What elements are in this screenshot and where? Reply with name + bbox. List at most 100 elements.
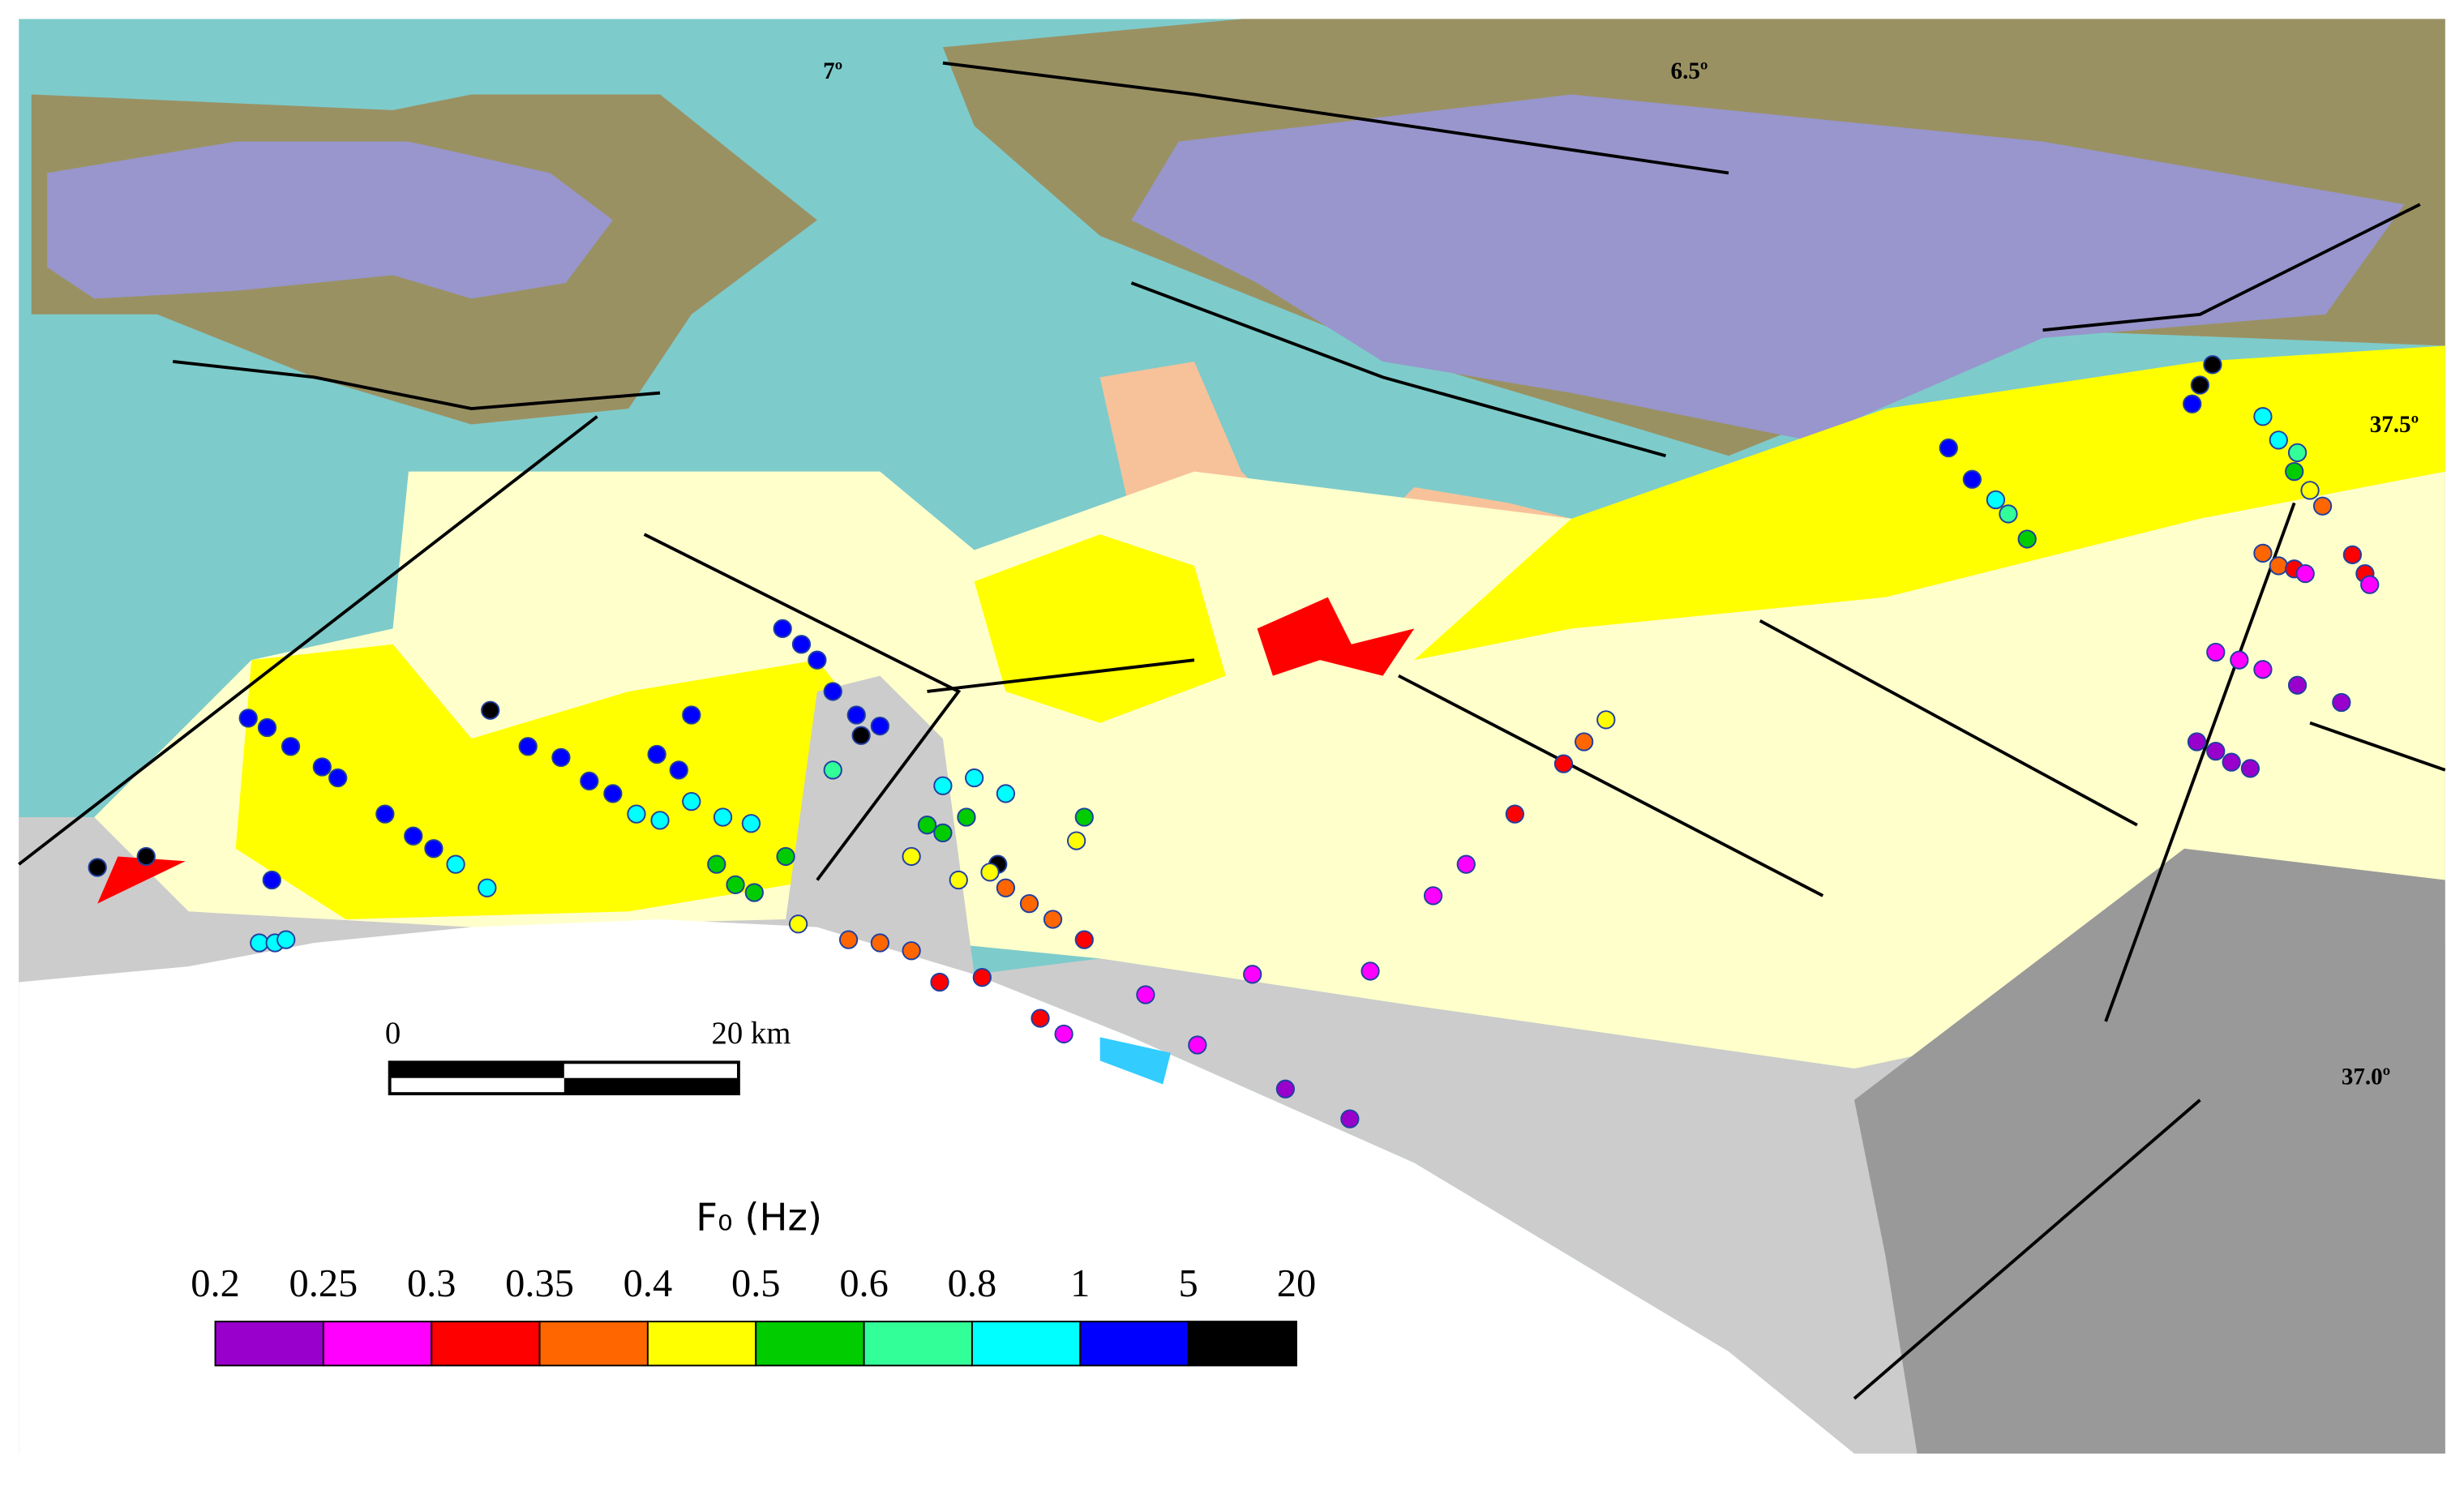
station: [2183, 394, 2202, 413]
station: [2017, 529, 2037, 549]
station: [551, 747, 571, 767]
station: [682, 705, 701, 725]
legend-tick-label: 1: [1070, 1262, 1090, 1305]
station: [1505, 804, 1524, 824]
station: [250, 933, 269, 953]
station: [870, 933, 889, 953]
station: [791, 635, 812, 654]
station: [902, 846, 921, 867]
station: [2342, 545, 2363, 564]
station: [1423, 886, 1443, 906]
station: [312, 757, 332, 777]
station: [669, 760, 688, 780]
faults: [18, 61, 2446, 1400]
station: [1999, 504, 2018, 524]
station: [2190, 375, 2210, 395]
station: [2312, 496, 2333, 516]
station: [650, 811, 670, 830]
legend-swatch: [971, 1321, 1082, 1367]
station: [1575, 732, 1594, 752]
scale-end: 20 km: [711, 1016, 791, 1051]
station: [870, 716, 889, 736]
station: [257, 717, 277, 738]
legend-tick-label: 5: [1179, 1262, 1198, 1305]
station: [1361, 961, 1380, 981]
station: [1136, 985, 1155, 1004]
station: [2222, 752, 2241, 772]
station: [965, 768, 984, 788]
station: [1188, 1035, 1207, 1055]
station: [1074, 807, 1094, 827]
station: [949, 870, 968, 890]
station: [375, 804, 395, 824]
station: [741, 814, 761, 833]
station: [1275, 1079, 1296, 1098]
station: [1066, 831, 1086, 850]
station: [917, 816, 937, 835]
station: [1986, 490, 2006, 510]
station: [1553, 754, 1574, 773]
station: [1962, 469, 1982, 489]
station: [424, 839, 444, 859]
legend-tick-label: 0.6: [839, 1262, 889, 1305]
legend-tick-label: 0.25: [289, 1262, 358, 1305]
parallel-label: 37.5º: [2370, 412, 2419, 438]
station: [744, 883, 764, 902]
station: [647, 744, 666, 764]
station: [2300, 481, 2320, 500]
station: [1243, 965, 1262, 984]
legend-tick-label: 0.5: [731, 1262, 781, 1305]
station: [518, 737, 538, 756]
station: [2332, 692, 2351, 713]
station: [2253, 543, 2273, 563]
station: [2240, 759, 2260, 778]
legend-tick-label: 0.3: [407, 1262, 456, 1305]
station: [2360, 575, 2380, 594]
station: [996, 878, 1016, 897]
station: [682, 791, 701, 812]
station: [1596, 710, 1616, 730]
station: [788, 914, 808, 934]
station: [773, 619, 792, 639]
scale-start: 0: [385, 1016, 401, 1051]
legend: F₀ (Hz) 0.2 0.25 0.3 0.35 0.4 0.5 0.6 0.8 1 5 20: [191, 1196, 1316, 1367]
station: [262, 870, 281, 890]
legend-swatch: [646, 1321, 757, 1367]
station: [481, 700, 500, 720]
station: [846, 705, 866, 725]
station: [838, 930, 859, 949]
station: [136, 846, 156, 867]
legend-tick-label: 0.35: [505, 1262, 574, 1305]
legend-swatch: [755, 1321, 865, 1367]
station: [580, 771, 599, 791]
station: [930, 972, 949, 992]
station: [238, 709, 258, 728]
station: [2206, 642, 2226, 662]
station: [713, 807, 733, 827]
station: [2269, 556, 2288, 576]
legend-tick-label: 0.4: [623, 1262, 673, 1305]
station: [776, 846, 795, 867]
meridian-label: 6.5º: [1671, 58, 1708, 84]
station: [1456, 854, 1476, 874]
stations: [88, 355, 2380, 1128]
parallel-label: 37.0º: [2342, 1064, 2390, 1090]
station: [2253, 660, 2273, 679]
station: [276, 930, 296, 949]
station: [972, 968, 992, 987]
station: [2287, 675, 2308, 695]
station: [627, 804, 646, 824]
station: [996, 784, 1016, 803]
station: [2285, 461, 2304, 482]
station: [404, 826, 423, 846]
geology: [19, 19, 2445, 1454]
station: [2253, 407, 2273, 426]
station: [2230, 650, 2249, 670]
station: [478, 878, 497, 897]
station: [1043, 910, 1063, 929]
station: [707, 854, 726, 874]
station: [902, 941, 921, 961]
legend-swatch: [431, 1321, 541, 1367]
station: [1019, 893, 1039, 914]
station: [2206, 741, 2226, 761]
